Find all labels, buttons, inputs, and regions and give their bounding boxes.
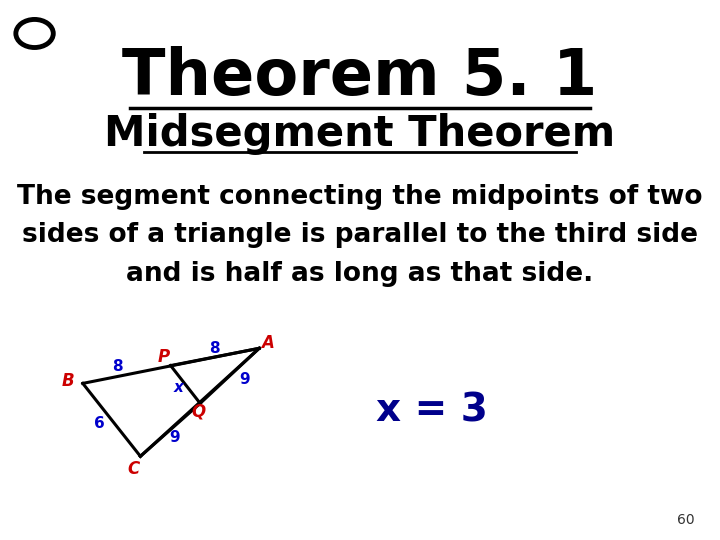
Text: and is half as long as that side.: and is half as long as that side. [127, 261, 593, 287]
Text: P: P [158, 348, 169, 367]
Text: C: C [127, 460, 140, 478]
Text: 9: 9 [240, 372, 250, 387]
Text: x = 3: x = 3 [376, 392, 488, 429]
Text: Theorem 5. 1: Theorem 5. 1 [122, 46, 598, 108]
Text: Q: Q [192, 402, 206, 421]
Text: sides of a triangle is parallel to the third side: sides of a triangle is parallel to the t… [22, 222, 698, 248]
Text: 60: 60 [678, 512, 695, 526]
Text: Midsegment Theorem: Midsegment Theorem [104, 113, 616, 156]
Text: 8: 8 [210, 341, 220, 356]
Text: 9: 9 [169, 430, 179, 445]
Text: 8: 8 [112, 359, 122, 374]
Text: 6: 6 [94, 416, 104, 431]
Text: B: B [62, 372, 75, 390]
Text: The segment connecting the midpoints of two: The segment connecting the midpoints of … [17, 184, 703, 210]
Text: A: A [261, 334, 274, 352]
Text: x: x [174, 380, 184, 395]
